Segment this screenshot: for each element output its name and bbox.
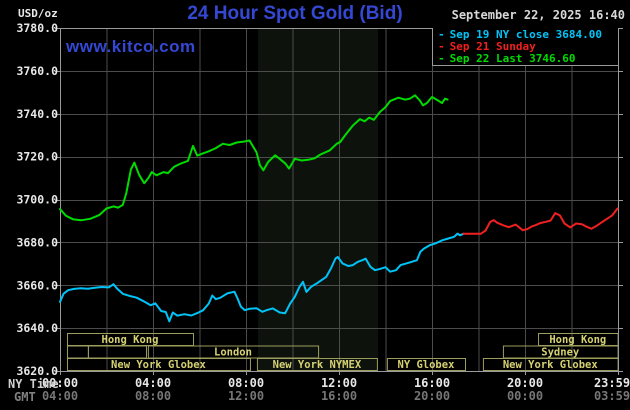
series-sep21-sunday — [462, 207, 619, 235]
gridlines — [60, 28, 618, 371]
y-axis-unit-label: USD/oz — [18, 7, 58, 20]
legend-item-1: - Sep 21 Sunday — [438, 41, 618, 53]
y-axis-tick-label: 3680.0 — [16, 235, 58, 249]
ny-time-tick-label: 00:00 — [42, 376, 78, 390]
ny-time-tick-label: 23:59 — [594, 376, 630, 390]
gmt-tick-label: 03:59 — [594, 389, 630, 403]
gmt-axis-label: GMT — [14, 390, 36, 404]
session-box — [87, 345, 148, 359]
legend-label: Sep 19 NY close 3684.00 — [449, 28, 602, 41]
y-axis-tick-label: 3780.0 — [16, 21, 58, 35]
y-axis-tick-label: 3760.0 — [16, 64, 58, 78]
session-label: New York NYMEX — [273, 359, 362, 371]
kitco-website-link[interactable]: www.kitco.com — [66, 37, 196, 56]
y-axis-tick-label: 3740.0 — [16, 107, 58, 121]
y-axis-tick-label: 3620.0 — [16, 364, 58, 378]
ny-time-tick-label: 04:00 — [135, 376, 171, 390]
session-label: Hong Kong — [549, 334, 606, 346]
session-label: Hong Kong — [102, 334, 159, 346]
gmt-tick-label: 12:00 — [228, 389, 264, 403]
y-axis-tick-label: 3660.0 — [16, 278, 58, 292]
gmt-tick-label: 20:00 — [414, 389, 450, 403]
legend-line-marker: - — [438, 28, 445, 41]
gmt-tick-label: 04:00 — [42, 389, 78, 403]
session-box — [66, 345, 89, 359]
session-label: NY Globex — [398, 359, 456, 371]
y-axis-labels: 3780.0 3760.0 3740.0 3720.0 3700.0 3680.0 3660… — [16, 21, 58, 378]
legend-line-marker: - — [438, 52, 445, 65]
ny-time-tick-label: 16:00 — [414, 376, 450, 390]
ny-time-tick-label: 08:00 — [228, 376, 264, 390]
y-axis-tick-label: 3700.0 — [16, 193, 58, 207]
y-axis-tick-label: 3720.0 — [16, 150, 58, 164]
legend-line-marker: - — [438, 40, 445, 53]
gmt-tick-label: 00:00 — [507, 389, 543, 403]
legend-item-0: - Sep 19 NY close 3684.00 — [438, 29, 618, 41]
ny-time-tick-label: 20:00 — [507, 376, 543, 390]
legend-item-2: - Sep 22 Last 3746.60 — [438, 53, 618, 65]
axis-ticks — [55, 28, 623, 375]
ny-time-tick-label: 12:00 — [321, 376, 357, 390]
session-box — [66, 358, 251, 371]
gmt-tick-label: 08:00 — [135, 389, 171, 403]
legend-label: Sep 21 Sunday — [449, 40, 536, 53]
session-box — [386, 358, 467, 371]
gmt-tick-label: 16:00 — [321, 389, 357, 403]
nymex-session-highlight-band — [258, 28, 379, 371]
legend: - Sep 19 NY close 3684.00- Sep 21 Sunday - S… — [432, 28, 618, 66]
session-label: New York Globex — [111, 359, 207, 371]
session-label: Sydney — [541, 347, 580, 359]
chart-datetime: September 22, 2025 16:40 — [451, 8, 625, 22]
series-sep19-friday — [59, 232, 465, 323]
x-axis-labels: 00:0004:0004:0008:0008:0012:0012:0016:00… — [42, 376, 630, 403]
page-title: 24 Hour Spot Gold (Bid) — [187, 3, 403, 24]
y-axis-tick-label: 3640.0 — [16, 321, 58, 335]
session-label: New York Globex — [503, 359, 599, 371]
session-label: London — [214, 347, 252, 359]
series-sep22-today — [59, 94, 449, 222]
session-box — [256, 358, 378, 371]
ny-time-axis-label: NY Time — [8, 377, 59, 391]
legend-label: Sep 22 Last 3746.60 — [449, 52, 576, 65]
